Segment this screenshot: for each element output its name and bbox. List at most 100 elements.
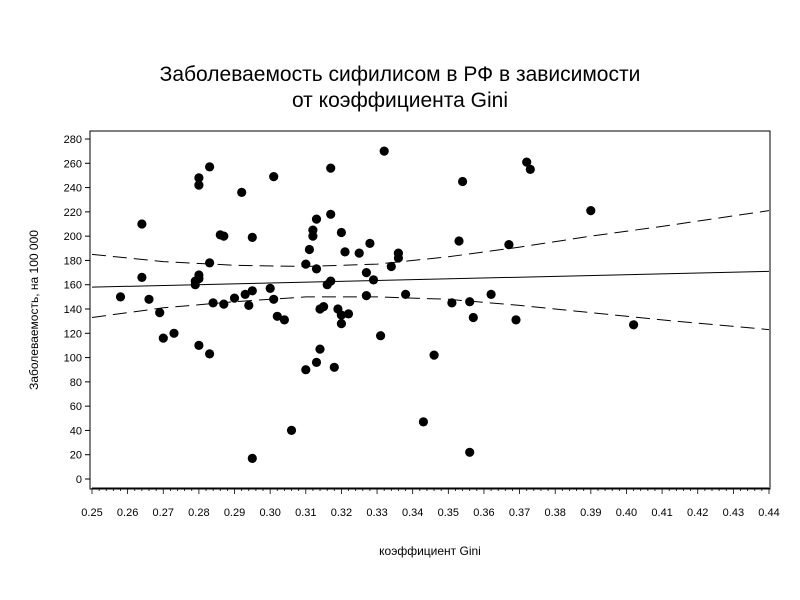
x-tick-label: 0.41 (651, 507, 672, 519)
data-point (336, 319, 346, 329)
data-point (137, 219, 147, 229)
y-tick-label: 0 (76, 474, 82, 486)
y-tick-label: 280 (64, 134, 82, 146)
y-tick-label: 200 (64, 231, 82, 243)
data-point (194, 340, 204, 350)
data-point (343, 309, 354, 319)
data-point (525, 164, 535, 174)
x-tick-label: 0.26 (117, 507, 138, 519)
data-point (286, 425, 297, 435)
y-axis: 0 20 40 60 80 100 120 140 160 180 200 220 240 260 280 (64, 134, 90, 486)
data-point (194, 173, 204, 183)
data-point (365, 238, 375, 248)
data-point (319, 302, 329, 312)
x-tick-label: 0.37 (509, 507, 530, 519)
x-tick-label: 0.38 (544, 507, 565, 519)
x-tick-label: 0.42 (687, 507, 708, 519)
plot-frame (89, 130, 771, 490)
data-point (336, 310, 346, 320)
data-point (504, 240, 514, 250)
data-point (465, 297, 475, 307)
data-point (269, 294, 279, 304)
x-tick-label: 0.36 (473, 507, 494, 519)
data-point (237, 187, 247, 197)
y-tick-label: 100 (64, 353, 82, 365)
y-tick-label: 60 (70, 401, 82, 413)
data-point (311, 264, 322, 274)
data-point (247, 453, 257, 463)
regression-line (91, 270, 770, 288)
data-point (340, 247, 350, 257)
data-point (361, 291, 371, 301)
x-tick-label: 0.32 (331, 507, 352, 519)
data-point (379, 146, 389, 156)
x-axis-label: коэффициент Gini (379, 544, 481, 558)
data-point (265, 283, 275, 293)
data-point (311, 214, 322, 224)
data-point (458, 176, 468, 187)
data-point (219, 231, 229, 241)
data-point (229, 293, 240, 303)
y-tick-label: 120 (64, 328, 82, 340)
data-point (205, 258, 215, 268)
data-point (208, 298, 218, 308)
data-point (115, 292, 126, 302)
data-point (240, 289, 250, 299)
x-tick-label: 0.40 (616, 507, 637, 519)
data-point (326, 209, 336, 219)
data-point (169, 328, 179, 338)
y-tick-label: 140 (64, 304, 82, 316)
x-tick-label: 0.34 (402, 507, 423, 519)
x-tick-label: 0.43 (723, 507, 744, 519)
data-point (354, 248, 364, 258)
data-point (368, 275, 379, 285)
data-point (311, 357, 322, 367)
x-axis: 0.25 0.26 0.27 0.28 0.29 0.30 0.31 0.32 0.33 0.34… (81, 487, 780, 519)
data-point (247, 286, 257, 296)
confidence-band (91, 210, 770, 331)
data-point (361, 268, 371, 278)
y-tick-label: 40 (70, 425, 82, 437)
data-point (465, 447, 475, 457)
data-point (308, 231, 318, 241)
x-tick-label: 0.35 (438, 507, 459, 519)
x-tick-label: 0.27 (153, 507, 174, 519)
y-tick-label: 160 (64, 280, 82, 292)
data-point (247, 232, 257, 242)
data-point (486, 289, 496, 299)
x-tick-label: 0.44 (758, 507, 779, 519)
data-point (376, 331, 386, 341)
x-tick-label: 0.29 (224, 507, 245, 519)
data-point (301, 365, 311, 375)
data-point (205, 162, 215, 172)
data-point (429, 350, 439, 360)
y-tick-label: 20 (70, 450, 82, 462)
regression-line-group (91, 270, 770, 288)
x-tick-label: 0.39 (580, 507, 601, 519)
data-points (115, 146, 639, 463)
x-tick-label: 0.31 (295, 507, 316, 519)
chart-title-line-1: Заболеваемость сифилисом в РФ в зависимо… (159, 63, 641, 86)
data-point (158, 333, 168, 343)
data-point (329, 362, 339, 372)
confidence-band-lower (91, 296, 770, 331)
data-point (269, 172, 279, 182)
data-point (468, 312, 478, 323)
chart-title: Заболеваемость сифилисом в РФ в зависимо… (0, 62, 800, 114)
x-tick-label: 0.33 (366, 507, 387, 519)
data-point (326, 276, 336, 286)
data-point (155, 308, 165, 318)
data-point (205, 349, 215, 359)
data-point (586, 206, 596, 216)
confidence-band-upper (91, 210, 770, 268)
data-point (315, 344, 325, 354)
data-point (418, 417, 428, 427)
data-point (522, 157, 532, 167)
data-point (629, 320, 639, 330)
data-point (454, 236, 464, 246)
y-tick-label: 240 (64, 183, 82, 195)
y-axis-label: Заболеваемость, на 100 000 (27, 230, 41, 390)
y-tick-label: 80 (70, 377, 82, 389)
y-tick-label: 220 (64, 207, 82, 219)
